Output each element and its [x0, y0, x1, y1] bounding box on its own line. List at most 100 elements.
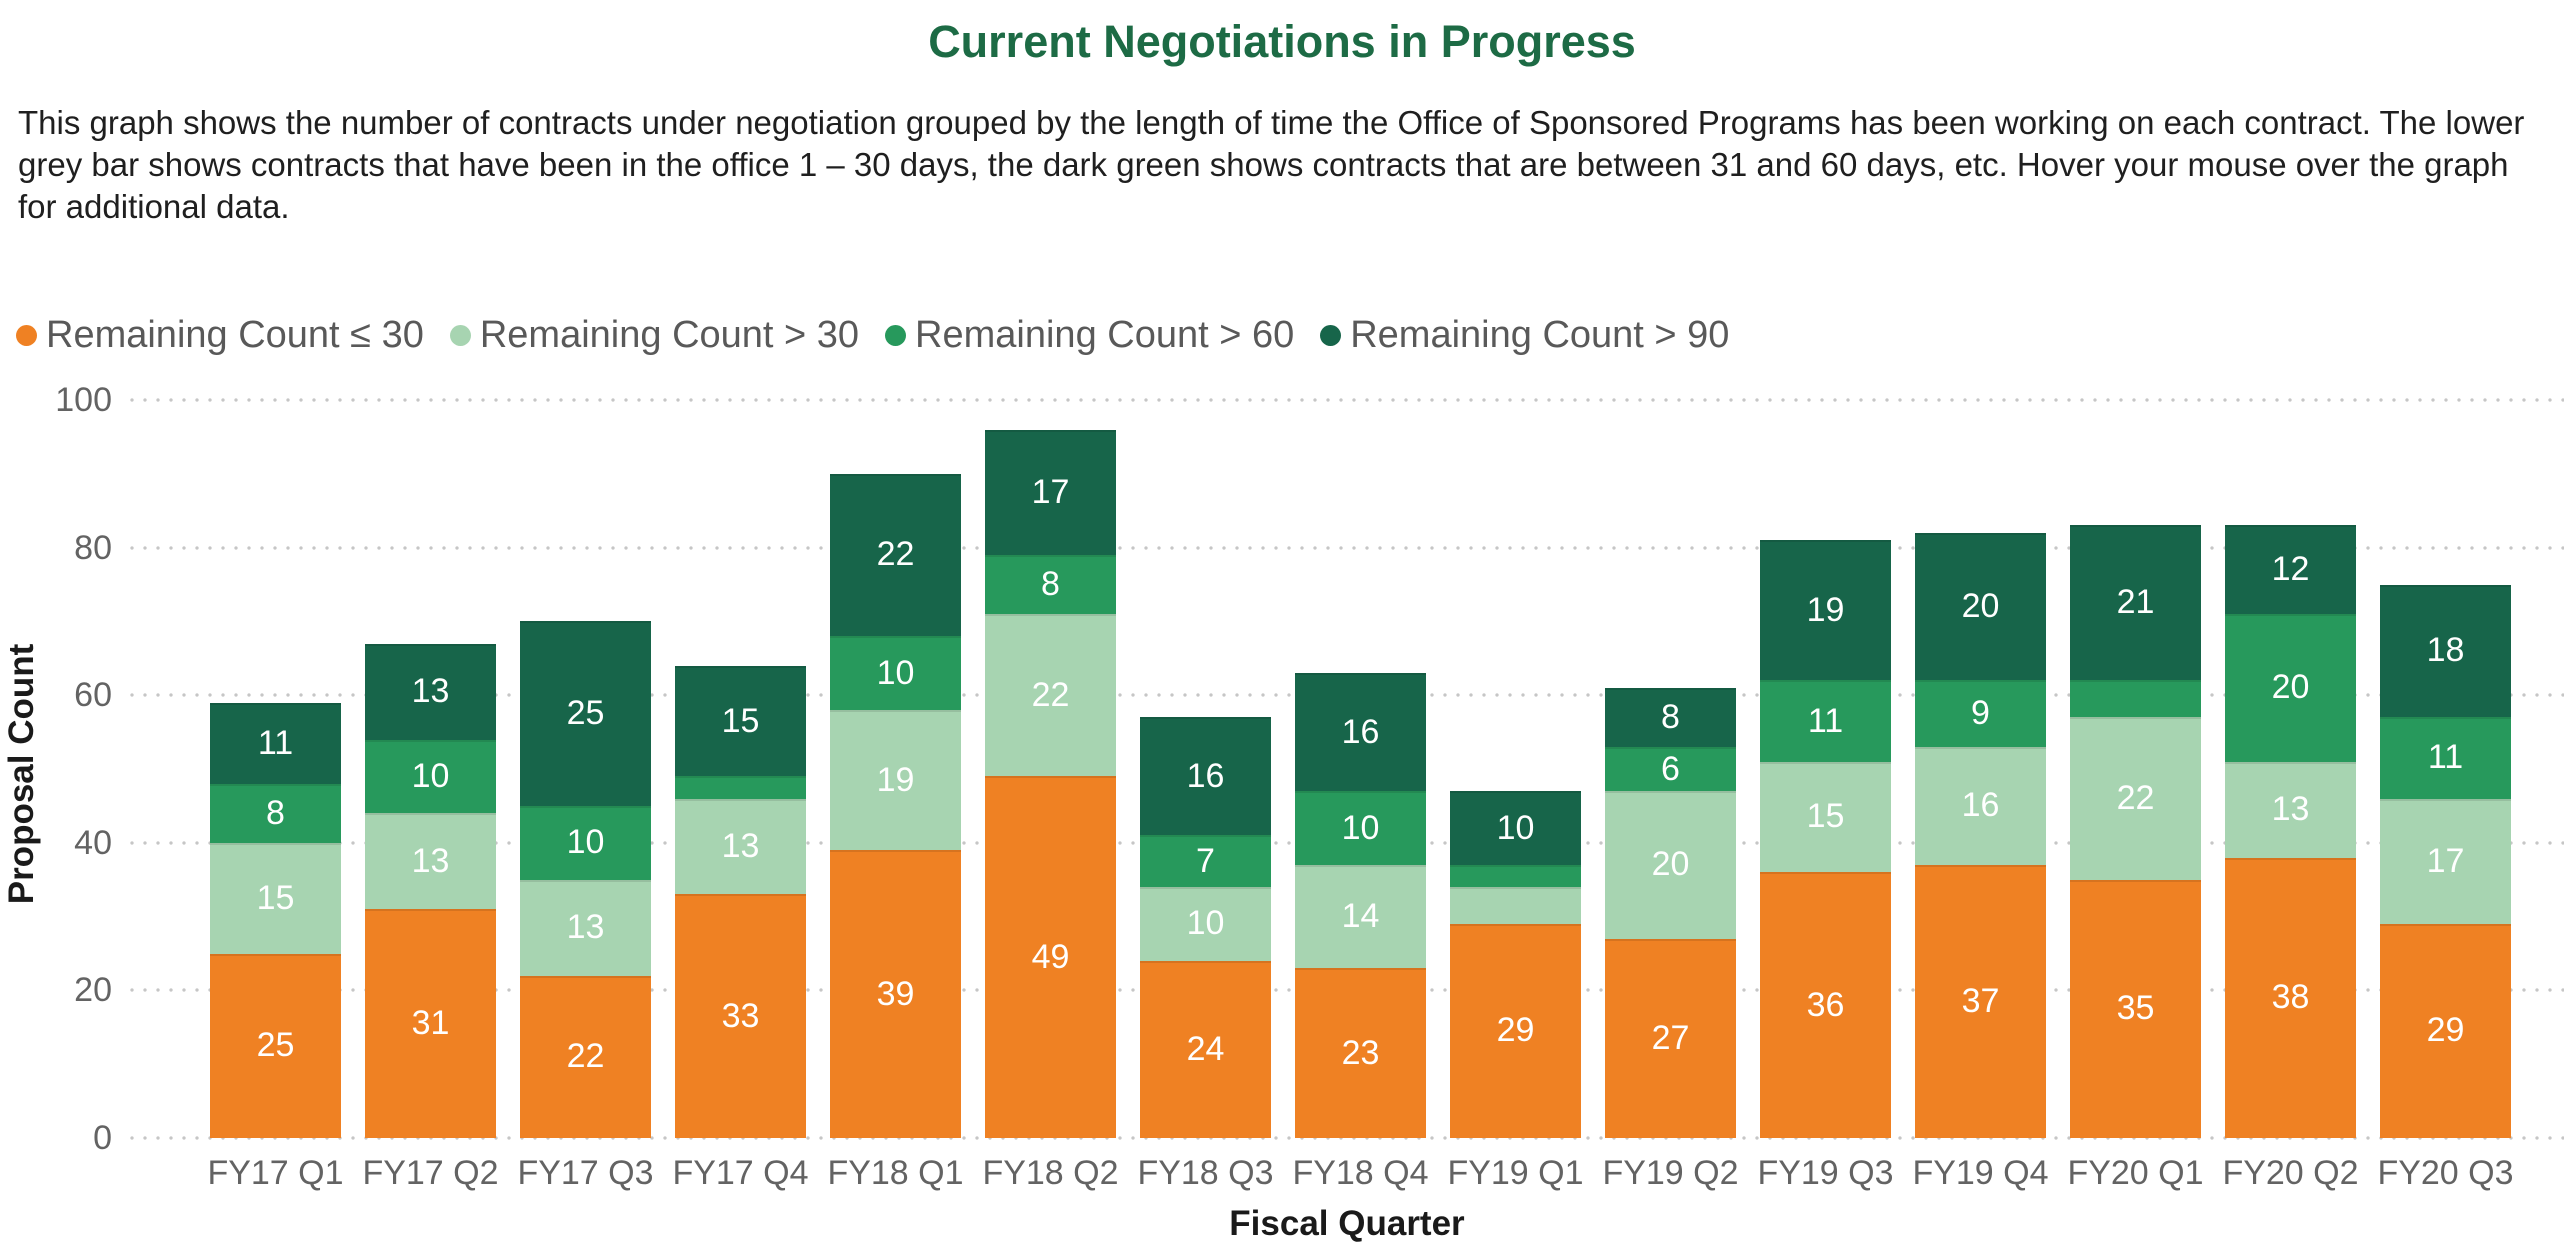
bar-segment[interactable]: 20 [2225, 614, 2356, 762]
bar-segment[interactable]: 36 [1760, 872, 1891, 1138]
legend: Remaining Count ≤ 30 Remaining Count > 30… [16, 314, 1729, 357]
legend-item-label: Remaining Count > 30 [479, 314, 860, 356]
bar-segment[interactable] [1450, 864, 1581, 888]
bar-segment[interactable] [1450, 887, 1581, 924]
bar-segment-value: 33 [721, 996, 760, 1035]
bar-segment[interactable]: 13 [2225, 761, 2356, 858]
bar-segment[interactable]: 37 [1915, 864, 2046, 1138]
bar-segment[interactable]: 10 [830, 636, 961, 710]
bar-segment-value: 13 [411, 841, 450, 880]
bar-segment[interactable]: 11 [210, 702, 341, 784]
bar-segment[interactable]: 8 [985, 555, 1116, 615]
x-axis-tick-label: FY18 Q2 [982, 1154, 1119, 1192]
bar-fy18-q4[interactable]: 23 14 10 16 [1295, 673, 1426, 1138]
legend-item[interactable]: Remaining Count > 60 [885, 314, 1294, 357]
bar-segment[interactable]: 15 [1760, 761, 1891, 873]
legend-item[interactable]: Remaining Count > 30 [449, 314, 860, 357]
bar-fy17-q1[interactable]: 25 15 8 11 [210, 702, 341, 1138]
bar-segment[interactable]: 35 [2070, 879, 2201, 1138]
bar-fy19-q2[interactable]: 27 20 6 8 [1605, 687, 1736, 1138]
bar-segment[interactable]: 14 [1295, 864, 1426, 969]
bar-fy18-q2[interactable]: 49 22 8 17 [985, 429, 1116, 1138]
bar-segment-value: 9 [1971, 694, 1990, 733]
bar-segment[interactable]: 22 [985, 614, 1116, 777]
bar-segment[interactable]: 10 [1295, 791, 1426, 865]
bar-segment[interactable] [675, 776, 806, 799]
bar-segment[interactable]: 39 [830, 850, 961, 1138]
bar-segment[interactable]: 22 [2070, 717, 2201, 880]
bar-segment[interactable]: 27 [1605, 938, 1736, 1138]
bar-segment[interactable]: 13 [365, 813, 496, 910]
bar-segment-value: 22 [876, 535, 915, 574]
bar-segment-value: 15 [1806, 797, 1845, 836]
bar-segment[interactable]: 7 [1140, 835, 1271, 888]
bar-segment[interactable]: 6 [1605, 746, 1736, 792]
bar-fy20-q3[interactable]: 29 17 11 18 [2380, 584, 2511, 1138]
bar-fy18-q3[interactable]: 24 10 7 16 [1140, 717, 1271, 1138]
y-axis-tick-label: 0 [93, 1119, 112, 1157]
bar-segment[interactable]: 10 [1450, 791, 1581, 865]
bar-segment[interactable]: 8 [210, 783, 341, 843]
bar-segment[interactable]: 38 [2225, 857, 2356, 1138]
bar-segment[interactable]: 25 [520, 621, 651, 806]
bar-segment[interactable]: 19 [1760, 540, 1891, 681]
bar-segment[interactable]: 9 [1915, 680, 2046, 747]
x-axis-tick-label: FY20 Q1 [2067, 1154, 2204, 1192]
bar-segment[interactable]: 19 [830, 709, 961, 851]
bar-segment-value: 22 [1031, 675, 1070, 714]
bar-segment-value: 24 [1186, 1029, 1225, 1068]
bar-segment[interactable]: 10 [365, 739, 496, 814]
bar-segment[interactable]: 17 [985, 429, 1116, 555]
bar-segment[interactable]: 16 [1915, 746, 2046, 865]
bar-segment[interactable]: 13 [520, 879, 651, 976]
bar-segment[interactable]: 49 [985, 776, 1116, 1138]
bar-segment-value: 18 [2426, 631, 2465, 670]
bar-segment[interactable]: 10 [520, 805, 651, 880]
bar-segment-value: 36 [1806, 985, 1845, 1024]
bar-segment[interactable]: 18 [2380, 584, 2511, 718]
legend-item[interactable]: Remaining Count > 90 [1320, 314, 1729, 357]
bar-segment-value: 29 [2426, 1011, 2465, 1050]
bar-fy20-q2[interactable]: 38 13 20 12 [2225, 525, 2356, 1138]
bar-fy19-q1[interactable]: 29 10 [1450, 791, 1581, 1138]
bar-segment-value: 13 [566, 908, 605, 947]
legend-item[interactable]: Remaining Count ≤ 30 [16, 314, 424, 357]
bar-segment[interactable]: 15 [675, 665, 806, 777]
bar-segment[interactable]: 12 [2225, 525, 2356, 615]
bar-segment[interactable]: 17 [2380, 798, 2511, 924]
bar-fy19-q4[interactable]: 37 16 9 20 [1915, 532, 2046, 1138]
bar-segment[interactable]: 21 [2070, 525, 2201, 681]
bar-fy17-q4[interactable]: 33 13 15 [675, 665, 806, 1138]
legend-dot-icon [1320, 325, 1342, 346]
bar-segment[interactable]: 16 [1140, 717, 1271, 836]
bar-fy17-q3[interactable]: 22 13 10 25 [520, 621, 651, 1138]
bar-segment[interactable] [2070, 680, 2201, 718]
bar-segment[interactable]: 29 [2380, 923, 2511, 1138]
bar-segment[interactable]: 13 [365, 643, 496, 740]
bar-segment[interactable]: 25 [210, 953, 341, 1138]
bar-fy20-q1[interactable]: 35 22 21 [2070, 525, 2201, 1138]
bar-segment[interactable]: 33 [675, 894, 806, 1138]
bar-segment[interactable]: 22 [520, 975, 651, 1138]
bar-segment[interactable]: 31 [365, 909, 496, 1138]
bar-fy18-q1[interactable]: 39 19 10 22 [830, 473, 961, 1138]
bar-segment[interactable]: 10 [1140, 887, 1271, 961]
y-axis-tick-label: 20 [74, 971, 112, 1010]
bar-segment[interactable]: 23 [1295, 968, 1426, 1138]
bar-segment[interactable]: 16 [1295, 673, 1426, 792]
bar-segment[interactable]: 29 [1450, 923, 1581, 1138]
bar-segment[interactable]: 20 [1915, 532, 2046, 681]
bar-fy17-q2[interactable]: 31 13 10 13 [365, 643, 496, 1138]
bar-segment[interactable]: 15 [210, 842, 341, 954]
bar-segment[interactable]: 13 [675, 798, 806, 895]
bar-segment[interactable]: 11 [1760, 680, 1891, 762]
bar-segment[interactable]: 8 [1605, 687, 1736, 747]
bar-segment[interactable]: 20 [1605, 791, 1736, 939]
bar-fy19-q3[interactable]: 36 15 11 19 [1760, 540, 1891, 1138]
bar-segment-value: 25 [256, 1026, 295, 1065]
legend-dot-icon [449, 325, 471, 346]
bar-segment[interactable]: 11 [2380, 717, 2511, 799]
bar-segment[interactable]: 24 [1140, 960, 1271, 1138]
bar-segment[interactable]: 22 [830, 473, 961, 637]
